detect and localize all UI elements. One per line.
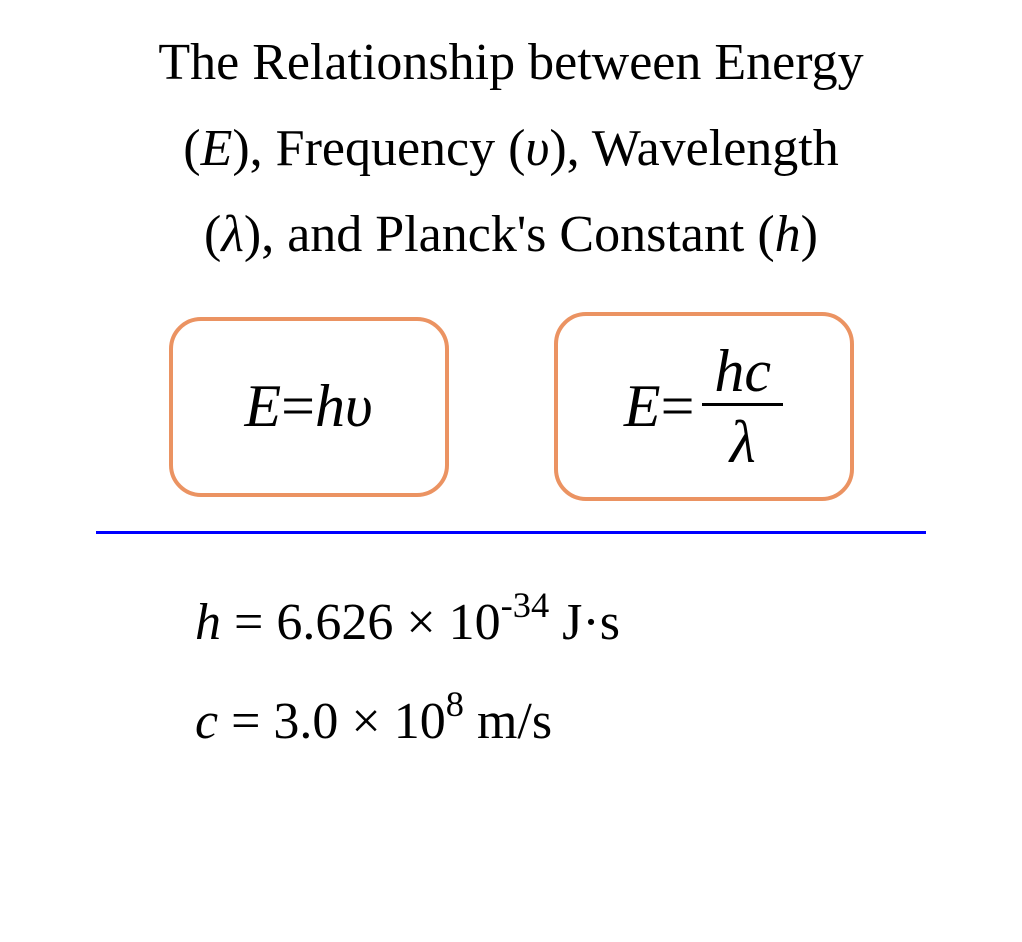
eq2-numerator: hc: [702, 341, 783, 406]
equation-box-1: E=hυ: [169, 317, 449, 497]
c-exponent: 8: [446, 684, 464, 724]
eq2-equals: =: [661, 372, 695, 441]
horizontal-divider: [96, 531, 926, 534]
title-line2-mid1: ), Frequency (: [232, 120, 525, 177]
title-line3-pre: (: [204, 206, 221, 263]
equations-container: E=hυ E = hc λ: [30, 312, 992, 501]
equation-box-2: E = hc λ: [554, 312, 854, 501]
eq1-equals: =: [281, 372, 315, 441]
title-line3-mid: ), and Planck's Constant (: [244, 206, 775, 263]
speed-of-light-line: c = 3.0 × 108 m/s: [195, 673, 992, 772]
eq2-E: E: [624, 372, 661, 441]
h-exponent: -34: [501, 585, 550, 625]
title-E-symbol: E: [201, 120, 233, 177]
title-h-symbol: h: [775, 206, 801, 263]
c-units: m/s: [464, 693, 552, 750]
eq1-h: h: [315, 372, 345, 441]
title-line2-mid2: ), Wavelength: [549, 120, 838, 177]
h-value: = 6.626 × 10: [221, 594, 501, 651]
page-title: The Relationship between Energy (E), Fre…: [30, 20, 992, 277]
equation-2: E = hc λ: [624, 341, 783, 472]
c-variable: c: [195, 693, 218, 750]
eq1-E: E: [244, 372, 281, 441]
title-line1: The Relationship between Energy: [158, 34, 863, 91]
h-variable: h: [195, 594, 221, 651]
title-nu-symbol: υ: [525, 120, 549, 177]
equation-1: E=hυ: [244, 372, 372, 441]
planck-constant-line: h = 6.626 × 10-34 J·s: [195, 574, 992, 673]
c-value: = 3.0 × 10: [218, 693, 446, 750]
h-units: J·s: [549, 594, 620, 651]
title-line3-post: ): [801, 206, 818, 263]
eq2-fraction: hc λ: [702, 341, 783, 472]
eq2-denominator: λ: [730, 406, 756, 472]
title-line2-pre: (: [183, 120, 200, 177]
constants-block: h = 6.626 × 10-34 J·s c = 3.0 × 108 m/s: [30, 574, 992, 772]
eq1-nu: υ: [345, 372, 373, 441]
title-lambda-symbol: λ: [221, 206, 244, 263]
